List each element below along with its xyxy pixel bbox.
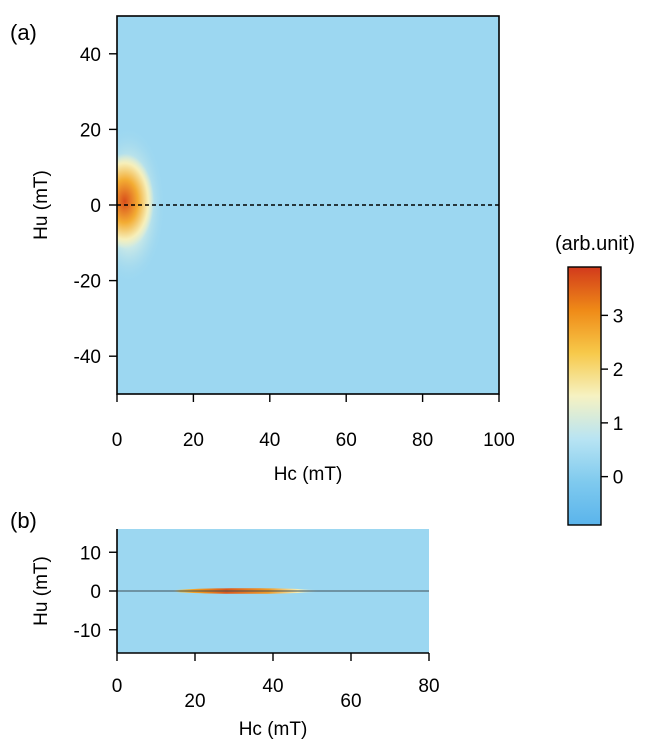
panel-a-y-tick-label: -40 <box>74 347 101 368</box>
panel-a-x-tick-label: 100 <box>483 430 515 451</box>
colorbar-tick-label: 1 <box>613 414 624 435</box>
panel-b-x-tick-label: 80 <box>418 676 439 697</box>
panel-b-y-tick-label: 0 <box>90 582 101 603</box>
panel-b-y-axis: 10 0 -10 <box>74 543 117 642</box>
colorbar-label: (arb.unit) <box>555 233 635 255</box>
colorbar-tick-label: 3 <box>613 306 624 327</box>
panel-a-y-tick-label: 20 <box>80 120 101 141</box>
panel-b-x-axis-label: Hc (mT) <box>239 719 308 740</box>
colorbar-ramp <box>567 266 602 526</box>
panel-b-x-tick-label: 40 <box>262 676 283 697</box>
panel-b-x-tick-label: 0 <box>112 676 123 697</box>
panel-b-y-axis-label: Hu (mT) <box>31 556 52 626</box>
colorbar-ticks: 3 2 1 0 <box>601 306 624 489</box>
panel-a-x-axis: 0 20 40 60 80 100 <box>112 394 515 451</box>
panel-a-label: (a) <box>10 20 37 45</box>
panel-a-x-axis-label: Hc (mT) <box>274 464 343 485</box>
panel-a: (a) 0 20 40 60 80 100 40 20 0 -20 -40 Hc (mT) Hu … <box>10 15 515 485</box>
panel-b-label: (b) <box>10 508 37 533</box>
panel-a-x-tick-label: 60 <box>336 430 357 451</box>
panel-a-hotspot <box>117 153 155 249</box>
panel-b-y-tick-label: -10 <box>74 621 101 642</box>
panel-a-y-axis: 40 20 0 -20 -40 <box>74 45 117 368</box>
colorbar-tick-label: 0 <box>613 468 624 489</box>
panel-a-x-tick-label: 40 <box>259 430 280 451</box>
panel-a-x-tick-label: 80 <box>412 430 433 451</box>
colorbar-tick-label: 2 <box>613 360 624 381</box>
panel-a-y-tick-label: -20 <box>74 272 101 293</box>
panel-b-x-tick-label: 20 <box>184 691 205 712</box>
panel-b-y-tick-label: 10 <box>80 543 101 564</box>
panel-a-y-axis-label: Hu (mT) <box>31 170 52 240</box>
panel-a-y-tick-label: 40 <box>80 45 101 66</box>
panel-a-y-tick-label: 0 <box>90 196 101 217</box>
panel-b-x-tick-label: 60 <box>340 691 361 712</box>
panel-a-x-tick-label: 0 <box>112 430 123 451</box>
colorbar: (arb.unit) 3 2 1 0 <box>555 233 635 526</box>
panel-b-x-axis: 0 20 40 60 80 <box>112 653 440 712</box>
panel-a-x-tick-label: 20 <box>183 430 204 451</box>
